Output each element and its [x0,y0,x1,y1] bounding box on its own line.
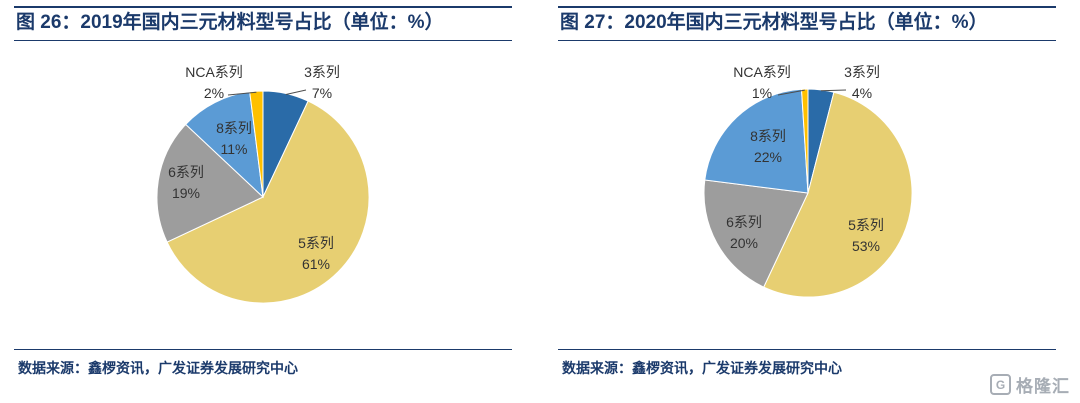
pie-svg-2019 [156,89,370,304]
slice-label-5系列: 5系列 61% [298,235,334,272]
chart-title-2020: 图 27：2020年国内三元材料型号占比（单位：%） [558,6,1056,41]
chart-title-2019: 图 26：2019年国内三元材料型号占比（单位：%） [14,6,512,41]
chart-panel-2019: 图 26：2019年国内三元材料型号占比（单位：%） 3系列 7% 5系列 61%… [14,6,512,384]
slice-label-NCA系列: NCA系列 1% [733,64,791,101]
pie-slice-5系列 [763,91,913,298]
leader-line-NCA系列 [227,91,257,96]
source-note-2019: 数据来源：鑫椤资讯，广发证券发展研究中心 [14,349,512,384]
pie-slice-NCA系列 [249,90,264,198]
slice-label-NCA系列: NCA系列 2% [185,64,243,101]
slice-label-5系列: 5系列 53% [848,217,884,254]
watermark: G 格隆汇 [990,372,1070,397]
pie-slice-6系列 [703,179,809,288]
pie-svg-2020 [703,88,913,298]
source-note-2020: 数据来源：鑫椤资讯，广发证券发展研究中心 [558,349,1056,384]
leader-line-3系列 [285,89,307,95]
chart-panel-2020: 图 27：2020年国内三元材料型号占比（单位：%） 3系列 4% 5系列 53%… [558,6,1056,384]
pie-slice-8系列 [704,88,809,194]
pie-slice-NCA系列 [800,88,809,194]
leader-line-NCA系列 [777,89,805,96]
slice-label-6系列: 6系列 19% [168,164,204,201]
pie-slice-6系列 [156,123,264,243]
leader-line-3系列 [820,89,847,92]
pie-chart-2020: 3系列 4% 5系列 53% 6系列 20% 8系列 22% NCA系列 1% [558,41,1056,349]
pie-chart-2019: 3系列 7% 5系列 61% 6系列 19% 8系列 11% NCA系列 2% [14,41,512,349]
slice-label-3系列: 3系列 4% [844,64,880,101]
slice-label-8系列: 8系列 11% [216,120,252,157]
slice-label-3系列: 3系列 7% [304,64,340,101]
gelonghui-logo-icon: G [990,374,1011,395]
slice-label-6系列: 6系列 20% [726,214,762,251]
pie-slice-8系列 [184,91,264,199]
slice-label-8系列: 8系列 22% [750,128,786,165]
pie-slice-5系列 [166,100,370,304]
watermark-text: 格隆汇 [1016,377,1070,396]
